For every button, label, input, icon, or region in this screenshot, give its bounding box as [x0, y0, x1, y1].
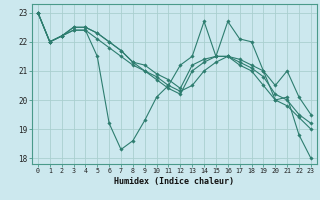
- X-axis label: Humidex (Indice chaleur): Humidex (Indice chaleur): [115, 177, 234, 186]
